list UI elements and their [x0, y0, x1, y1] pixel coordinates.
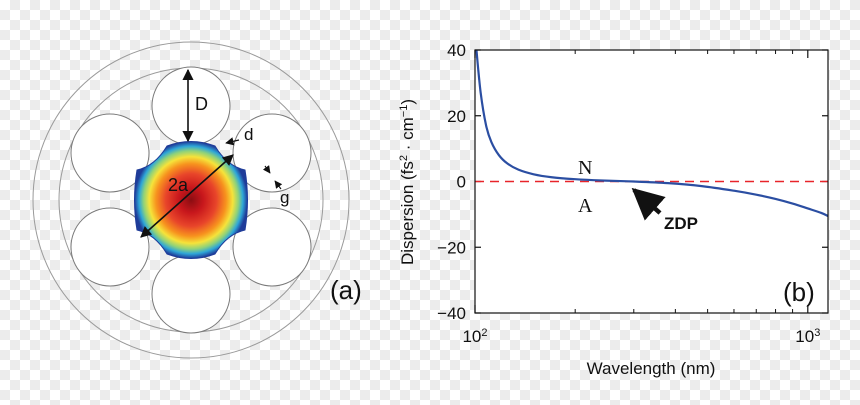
- zdp-arrow: [631, 187, 666, 221]
- dimension-D-label: D: [195, 94, 208, 114]
- core-mode-field: [134, 141, 248, 259]
- x-tick-label: 103: [795, 327, 820, 346]
- annotation-ZDP: ZDP: [664, 214, 698, 233]
- y-axis-label-sup1: 2: [398, 155, 410, 161]
- y-tick-label: −20: [437, 238, 466, 257]
- y-axis-label: Dispersion (fs2 · cm−1): [398, 99, 417, 265]
- dimension-g-arrow-top: [262, 165, 271, 174]
- y-axis-label-mid: · cm: [398, 117, 417, 155]
- y-axis-label-end: ): [398, 99, 417, 105]
- y-tick-label: 0: [457, 173, 466, 192]
- dimension-2a-arrow: [140, 154, 234, 238]
- panel-b-dispersion-chart: 40 20 0 −20 −40 102 103 N A ZDP Wavelength (n…: [398, 41, 829, 378]
- panel-a-fiber-diagram: D d 2a g (a): [32, 41, 362, 359]
- y-axis-label-main: Dispersion (fs: [398, 161, 417, 265]
- x-axis-ticks: 102 103: [462, 50, 820, 346]
- y-tick-label: −40: [437, 304, 466, 323]
- capillary-upper-left: [70, 113, 150, 193]
- dimension-g-arrow-bottom: [274, 180, 283, 190]
- y-tick-label: 40: [447, 41, 466, 60]
- panel-a-label: (a): [330, 275, 362, 305]
- x-axis-label: Wavelength (nm): [587, 359, 716, 378]
- plot-frame: [474, 49, 829, 314]
- annotation-N: N: [578, 157, 592, 179]
- capillary-top: [151, 66, 231, 146]
- x-tick-label: 102: [462, 327, 487, 346]
- y-tick-label: 20: [447, 107, 466, 126]
- dimension-d-arrow: [225, 137, 240, 146]
- panel-b-label: (b): [783, 277, 815, 307]
- dimension-g-label: g: [280, 188, 289, 207]
- dispersion-curve: [475, 50, 828, 218]
- y-axis-label-sup2: −1: [398, 105, 410, 118]
- capillary-lower-left: [70, 207, 150, 287]
- dimension-d-label: d: [244, 125, 253, 144]
- fiber-outer-jacket: [32, 41, 350, 359]
- capillary-upper-right: [232, 113, 312, 193]
- capillary-lower-right: [232, 207, 312, 287]
- dimension-2a-label: 2a: [168, 175, 189, 195]
- capillary-bottom: [151, 254, 231, 334]
- annotation-A: A: [578, 195, 593, 217]
